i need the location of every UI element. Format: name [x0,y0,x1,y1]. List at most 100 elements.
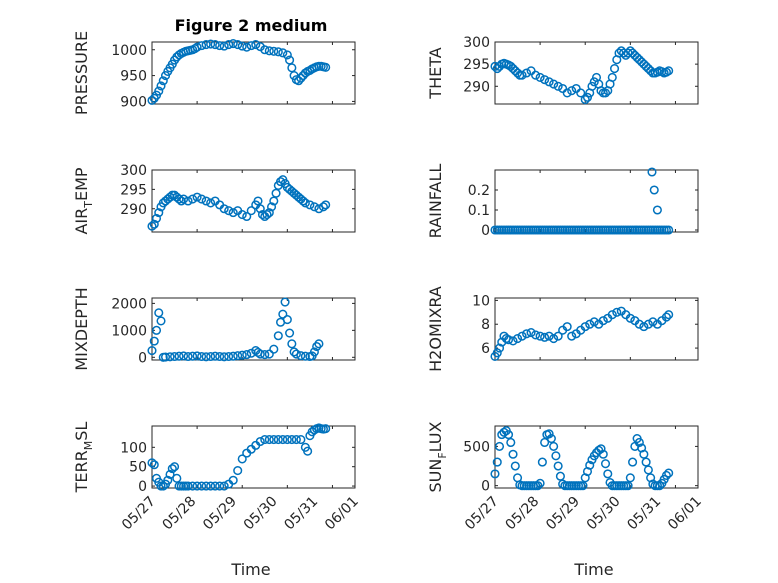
data-point [183,351,193,362]
data-point [499,427,509,437]
data-point [321,424,331,434]
data-point [224,206,234,216]
data-point [179,194,189,204]
data-point [607,72,617,82]
data-point [494,441,505,451]
data-point [567,86,577,96]
data-point [242,42,252,52]
data-point [264,208,274,218]
data-point [580,322,590,332]
data-point [266,202,277,212]
data-point [549,333,559,344]
y-tick-label: 8 [481,317,490,333]
data-point [641,457,651,467]
data-point [553,81,563,91]
data-point [585,460,595,470]
data-point [567,331,577,341]
data-point [280,297,290,307]
y-axis-label: TERRMSL [72,422,95,494]
data-point [598,316,608,326]
data-point [296,435,306,445]
data-point [147,458,157,468]
data-point [522,68,532,78]
data-point [242,350,252,360]
figure-title: Figure 2 medium [175,16,328,35]
data-point [273,47,283,57]
data-point [664,310,674,320]
data-point [264,435,274,445]
y-tick-label: 900 [120,94,147,110]
y-tick-label: 0.2 [468,183,490,199]
y-tick-label: 290 [120,202,147,218]
y-tick-label: 1000 [111,323,147,339]
y-tick-label: 295 [463,57,490,73]
data-point [149,219,159,229]
data-point [183,481,193,491]
data-point [197,194,207,204]
y-axis-label: RAINFALL [426,164,445,239]
data-point [582,92,593,102]
data-point [158,481,168,491]
data-point [188,481,198,491]
data-point [278,48,288,58]
data-point [273,435,283,445]
y-tick-label: 300 [463,35,490,51]
data-point [494,343,505,353]
data-point [151,325,162,335]
data-point [492,457,502,467]
y-tick-label: 295 [120,182,147,198]
data-point [562,88,572,98]
data-point [197,351,207,362]
data-point [210,40,220,50]
data-point [492,348,502,358]
data-point [147,346,157,356]
data-point [201,481,211,491]
axes-frame [494,297,699,361]
data-point [282,50,292,60]
data-point [643,465,653,475]
data-point [314,204,324,214]
data-point [517,331,527,341]
axes-frame [494,169,699,233]
data-point [533,481,543,491]
data-point [598,449,608,459]
data-point [176,196,186,206]
data-point [625,473,635,483]
data-point [639,322,649,332]
data-point [652,205,662,215]
data-point [298,196,308,206]
data-point [219,204,229,214]
x-axis-label-left: Time [230,560,270,579]
data-point [580,95,590,105]
data-point [255,204,265,214]
y-axis-label: MIXDEPTH [72,287,91,370]
data-point [151,213,162,223]
data-point [609,64,620,74]
data-point [219,41,229,51]
data-point [233,466,243,476]
data-point [303,446,313,456]
data-point [183,196,193,206]
data-point [233,40,243,50]
data-point [278,435,288,445]
data-point [237,210,247,220]
data-point [314,339,324,349]
data-point [276,177,286,187]
data-point [576,88,586,98]
data-point [210,481,220,491]
data-point [296,73,306,83]
data-point [215,351,225,362]
y-tick-label: 10 [472,293,490,309]
data-point [506,437,516,448]
data-point [596,86,606,96]
subplot-6: 6 8 10 H2OMIXRA [426,286,699,372]
data-point [643,319,653,329]
data-point [291,435,301,445]
data-point [197,41,207,51]
data-point [544,429,554,439]
data-point [174,50,184,60]
data-point [600,88,611,98]
subplot-1: 900 950 1000 PRESSURE [72,31,356,115]
data-point [282,435,292,445]
